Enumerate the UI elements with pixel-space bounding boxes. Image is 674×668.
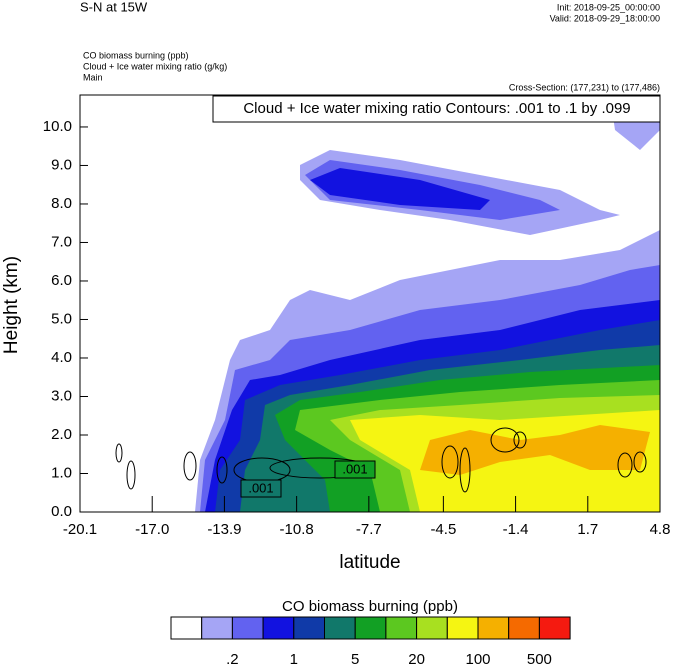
y-tick-label: 2.0 [51,426,72,443]
field: CO biomass burning (ppb) [83,50,189,60]
colorbar-title: CO biomass burning (ppb) [282,598,458,615]
x-tick-label: -20.1 [63,521,97,538]
colorbar-box [538,616,571,640]
colorbar-box [385,616,418,640]
field: Cloud + Ice water mixing ratio (g/kg) [83,61,227,71]
y-tick-label: 10.0 [43,118,72,135]
colorbar-label: .2 [226,651,239,668]
colorbar-box [477,616,510,640]
y-tick-label: 4.0 [51,349,72,366]
x-axis-label: latitude [339,552,400,573]
title: S-N at 15W [80,0,148,14]
y-axis-label: Height (km) [1,256,22,354]
contour-label: .001 [248,480,273,495]
y-tick-label: 3.0 [51,387,72,404]
x-tick-label: -10.8 [280,521,314,538]
colorbar-label: 500 [527,651,552,668]
colorbar-box [231,616,264,640]
colorbar-box [508,616,540,640]
colorbar-box [416,616,448,640]
contour-label-box [240,479,282,498]
y-tick-label: 5.0 [51,310,72,327]
cross-section: Cross-Section: (177,231) to (177,486) [509,82,660,92]
x-tick-label: 1.7 [577,521,598,538]
plot-frame [79,94,661,513]
contour-info-box [212,95,661,123]
x-tick-label: -7.7 [356,521,382,538]
y-tick-label: 1.0 [51,464,72,481]
colorbar-box [293,616,325,640]
colorbar-box [446,616,479,640]
x-tick-label: -13.9 [207,521,241,538]
colorbar-label: 20 [408,651,425,668]
contour-info: Cloud + Ice water mixing ratio Contours:… [243,100,630,117]
filled-contours [195,95,660,512]
field: Main [83,72,103,82]
colorbar-box [170,616,203,640]
colorbar-label: 5 [351,651,359,668]
y-tick-label: 6.0 [51,272,72,289]
colorbar-box [354,616,387,640]
y-tick-label: 8.0 [51,195,72,212]
init: Init: 2018-09-25_00:00:00 [557,2,660,12]
contour-label: .001 [342,461,367,476]
x-tick-label: -17.0 [135,521,169,538]
colorbar-label: 100 [465,651,490,668]
valid: Valid: 2018-09-29_18:00:00 [550,13,660,23]
colorbar-box [201,616,233,640]
y-tick-label: 9.0 [51,156,72,173]
x-tick-label: 4.8 [650,521,671,538]
colorbar-label: 1 [290,651,298,668]
contour-label-box [334,460,376,479]
y-tick-label: 7.0 [51,233,72,250]
colorbar-box [324,616,356,640]
x-tick-label: -1.4 [503,521,529,538]
colorbar-box [262,616,295,640]
y-tick-label: 0.0 [51,503,72,520]
x-tick-label: -4.5 [430,521,456,538]
